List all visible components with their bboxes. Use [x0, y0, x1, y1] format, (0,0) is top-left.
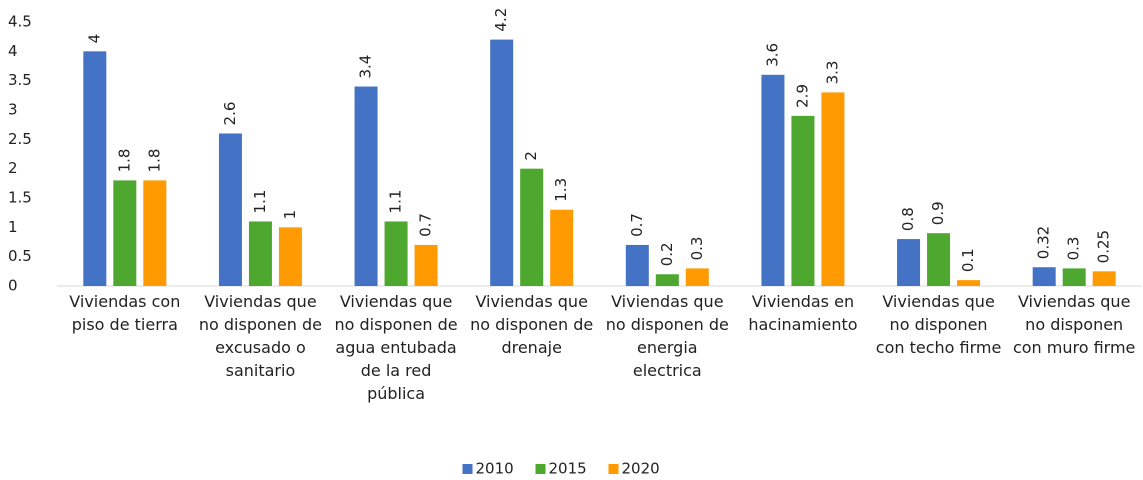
- bar: [143, 180, 167, 286]
- bar: [685, 268, 709, 286]
- value-label: 0.1: [959, 248, 977, 272]
- bar: [761, 74, 785, 286]
- bar: [490, 39, 514, 286]
- value-label: 0.8: [899, 207, 917, 231]
- x-tick-label: Viviendas que no disponen de agua entuba…: [334, 292, 458, 403]
- legend-swatch: [608, 464, 619, 474]
- y-tick-label: 4: [8, 42, 18, 60]
- x-tick-label: Viviendas con piso de tierra: [69, 292, 181, 334]
- bar: [113, 180, 137, 286]
- bar: [1092, 271, 1116, 286]
- bar: [821, 92, 845, 287]
- value-label: 3.6: [763, 43, 781, 67]
- value-label: 1.8: [145, 149, 163, 173]
- legend-label: 2020: [622, 460, 660, 478]
- legend-label: 2015: [549, 460, 587, 478]
- value-label: 2: [522, 151, 540, 161]
- value-label: 1: [281, 210, 299, 220]
- value-label: 0.25: [1095, 230, 1113, 263]
- x-tick-label: Viviendas en hacinamiento: [748, 292, 858, 334]
- y-tick-label: 1: [8, 218, 18, 236]
- bar: [248, 221, 272, 286]
- value-label: 3.3: [823, 61, 841, 85]
- bar: [927, 233, 951, 286]
- value-label: 0.32: [1035, 226, 1053, 259]
- bar: [384, 221, 408, 286]
- bar: [625, 244, 649, 286]
- value-label: 0.7: [628, 213, 646, 237]
- legend-swatch: [462, 464, 473, 474]
- bar: [218, 133, 242, 286]
- legend-swatch: [535, 464, 546, 474]
- bar: [957, 280, 981, 286]
- value-label: 0.9: [929, 201, 947, 225]
- value-label: 1.3: [552, 178, 570, 202]
- value-label: 1.1: [387, 190, 405, 214]
- x-tick-label: Viviendas que no disponen de drenaje: [470, 292, 594, 357]
- bar: [791, 115, 815, 286]
- x-tick-label: Viviendas que no disponen con techo firm…: [875, 292, 1002, 357]
- bar: [1032, 267, 1056, 286]
- y-tick-label: 0.5: [8, 247, 32, 265]
- bar: [83, 51, 107, 287]
- value-label: 1.8: [115, 149, 133, 173]
- y-tick-label: 2.5: [8, 130, 32, 148]
- value-label: 4.2: [492, 8, 510, 32]
- bar: [354, 86, 378, 287]
- y-tick-label: 4.5: [8, 13, 32, 31]
- x-tick-label: Viviendas que no disponen de energia ele…: [605, 292, 729, 380]
- value-label: 3.4: [357, 55, 375, 79]
- y-tick-label: 1.5: [8, 189, 32, 207]
- x-tick-label: Viviendas que no disponen de excusado o …: [198, 292, 322, 380]
- bar: [520, 168, 544, 286]
- value-label: 1.1: [251, 190, 269, 214]
- bar: [1062, 268, 1086, 286]
- y-tick-label: 3.5: [8, 71, 32, 89]
- value-label: 0.3: [1065, 237, 1083, 261]
- bar: [897, 239, 921, 286]
- bar: [414, 244, 438, 286]
- bar: [550, 209, 574, 286]
- y-tick-label: 3: [8, 101, 18, 119]
- value-label: 4: [85, 34, 103, 44]
- bar: [655, 274, 679, 286]
- y-tick-label: 2: [8, 159, 18, 177]
- x-tick-label: Viviendas que no disponen con muro firme: [1012, 292, 1136, 357]
- bar: [278, 227, 302, 286]
- value-label: 0.2: [658, 242, 676, 266]
- value-label: 2.6: [221, 102, 239, 126]
- value-label: 0.3: [688, 237, 706, 261]
- value-label: 2.9: [793, 84, 811, 108]
- y-tick-label: 0: [8, 277, 18, 295]
- value-label: 0.7: [417, 213, 435, 237]
- legend-label: 2010: [476, 460, 514, 478]
